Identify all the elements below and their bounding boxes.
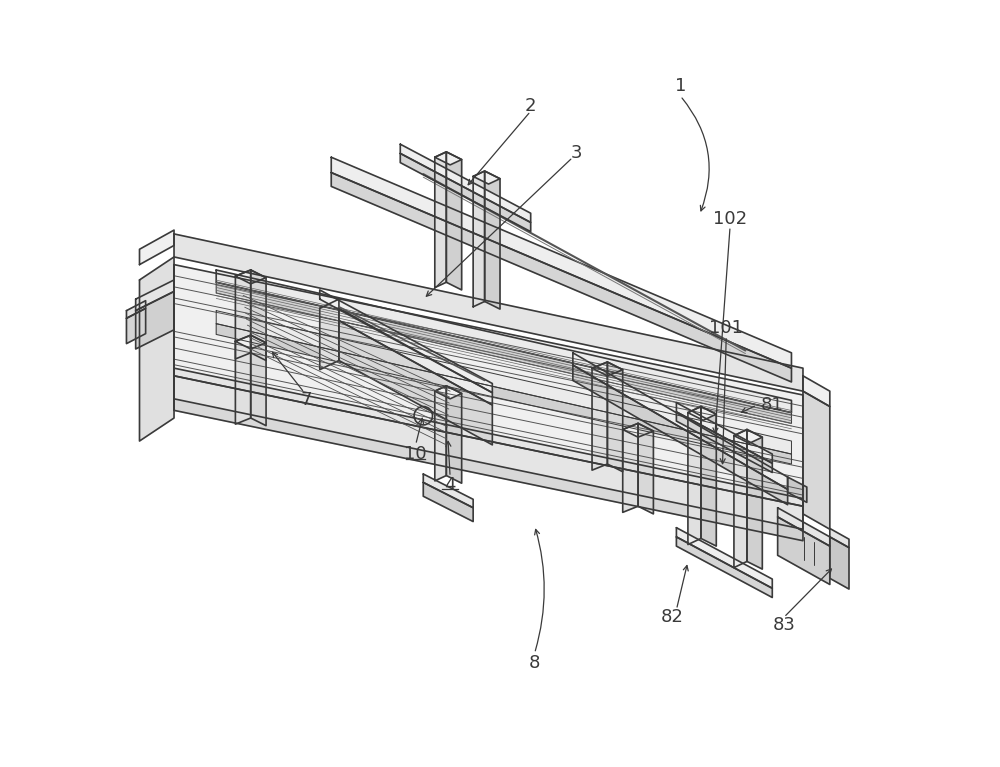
- Polygon shape: [435, 386, 446, 481]
- Polygon shape: [830, 528, 849, 548]
- Polygon shape: [688, 407, 716, 420]
- Polygon shape: [136, 280, 174, 311]
- Polygon shape: [573, 353, 788, 489]
- Text: 1: 1: [675, 77, 686, 95]
- Polygon shape: [423, 482, 473, 522]
- Polygon shape: [778, 517, 830, 584]
- Polygon shape: [216, 282, 791, 423]
- Polygon shape: [473, 171, 485, 307]
- Polygon shape: [235, 270, 266, 284]
- Polygon shape: [216, 311, 791, 454]
- Polygon shape: [830, 537, 849, 589]
- Polygon shape: [573, 365, 788, 505]
- Polygon shape: [331, 173, 791, 382]
- Polygon shape: [688, 407, 701, 545]
- Polygon shape: [485, 171, 500, 309]
- Polygon shape: [473, 171, 500, 184]
- Polygon shape: [435, 386, 462, 399]
- Polygon shape: [446, 152, 462, 290]
- Polygon shape: [676, 537, 772, 597]
- Text: 8: 8: [529, 654, 540, 673]
- Polygon shape: [676, 528, 772, 588]
- Polygon shape: [676, 412, 772, 472]
- Polygon shape: [320, 290, 492, 393]
- Polygon shape: [676, 403, 772, 463]
- Polygon shape: [251, 335, 266, 426]
- Polygon shape: [638, 423, 653, 514]
- Text: 101: 101: [709, 319, 743, 337]
- Polygon shape: [251, 270, 266, 360]
- Text: 4: 4: [444, 476, 456, 494]
- Text: 2: 2: [525, 97, 536, 115]
- Polygon shape: [623, 423, 653, 437]
- Polygon shape: [788, 477, 807, 502]
- Polygon shape: [174, 368, 803, 529]
- Polygon shape: [174, 265, 803, 506]
- Polygon shape: [435, 152, 462, 165]
- Text: 102: 102: [713, 209, 747, 228]
- Polygon shape: [592, 362, 623, 376]
- Text: 82: 82: [661, 608, 684, 627]
- Text: 81: 81: [761, 396, 784, 414]
- Text: 3: 3: [571, 144, 582, 163]
- Text: 83: 83: [772, 616, 795, 634]
- Polygon shape: [126, 308, 146, 344]
- Polygon shape: [126, 301, 146, 318]
- Polygon shape: [592, 362, 607, 470]
- Polygon shape: [803, 391, 830, 529]
- Polygon shape: [216, 324, 791, 464]
- Polygon shape: [423, 474, 473, 508]
- Polygon shape: [734, 430, 762, 443]
- Polygon shape: [701, 407, 716, 546]
- Polygon shape: [747, 430, 762, 569]
- Polygon shape: [623, 423, 638, 512]
- Polygon shape: [235, 335, 251, 424]
- Polygon shape: [803, 376, 830, 407]
- Polygon shape: [174, 234, 803, 391]
- Polygon shape: [216, 270, 791, 413]
- Polygon shape: [435, 152, 446, 288]
- Polygon shape: [331, 157, 791, 368]
- Polygon shape: [140, 230, 174, 265]
- Polygon shape: [136, 291, 174, 349]
- Polygon shape: [235, 335, 266, 349]
- Polygon shape: [140, 257, 174, 441]
- Polygon shape: [400, 153, 531, 232]
- Polygon shape: [235, 270, 251, 359]
- Polygon shape: [400, 144, 531, 222]
- Polygon shape: [778, 508, 830, 546]
- Polygon shape: [339, 308, 492, 405]
- Polygon shape: [339, 321, 492, 445]
- Polygon shape: [734, 430, 747, 568]
- Text: 10: 10: [404, 445, 427, 463]
- Polygon shape: [607, 362, 623, 472]
- Polygon shape: [174, 376, 803, 541]
- Polygon shape: [320, 299, 339, 370]
- Polygon shape: [446, 386, 462, 483]
- Text: 7: 7: [301, 391, 312, 410]
